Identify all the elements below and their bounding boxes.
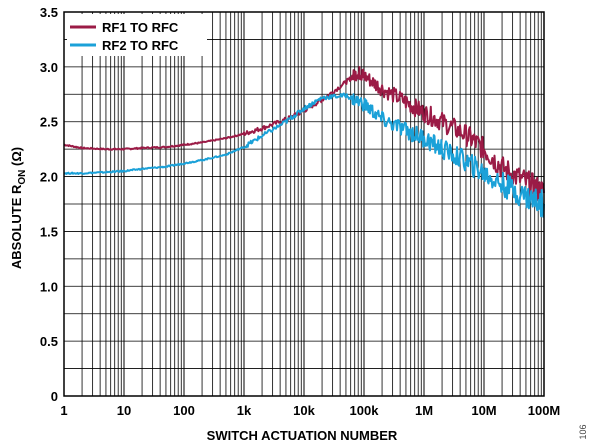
- series-line-2: [63, 92, 545, 218]
- y-tick-label: 2.0: [40, 170, 58, 185]
- y-tick-labels: 0 0.5 1.0 1.5 2.0 2.5 3.0 3.5: [40, 5, 58, 404]
- x-axis-label: SWITCH ACTUATION NUMBER: [207, 428, 398, 443]
- y-tick-label: 3.0: [40, 60, 58, 75]
- legend-label: RF2 TO RFC: [102, 38, 179, 53]
- y-tick-label: 0.5: [40, 334, 58, 349]
- y-axis-label-unit: (Ω): [9, 147, 24, 170]
- series-layer: [63, 66, 545, 218]
- y-axis-label-main: ABSOLUTE R: [9, 184, 24, 269]
- legend: RF1 TO RFC RF2 TO RFC: [70, 20, 179, 53]
- x-tick-label: 100: [173, 403, 195, 418]
- y-axis-label: ABSOLUTE RON (Ω): [9, 147, 28, 269]
- y-tick-label: 3.5: [40, 5, 58, 20]
- x-tick-label: 10M: [471, 403, 496, 418]
- x-tick-labels: 1 10 100 1k 10k 100k 1M 10M 100M: [60, 403, 560, 418]
- y-tick-label: 0: [51, 389, 58, 404]
- x-tick-label: 1k: [237, 403, 252, 418]
- y-axis-label-subscript: ON: [17, 170, 28, 185]
- y-tick-label: 1.5: [40, 224, 58, 239]
- x-tick-label: 1: [60, 403, 67, 418]
- x-tick-label: 10k: [293, 403, 315, 418]
- x-tick-label: 1M: [415, 403, 433, 418]
- x-tick-label: 100M: [528, 403, 561, 418]
- legend-label: RF1 TO RFC: [102, 20, 179, 35]
- plot-frame: [63, 11, 545, 397]
- x-tick-label: 10: [117, 403, 131, 418]
- legend-background: [67, 14, 207, 56]
- y-tick-label: 2.5: [40, 115, 58, 130]
- y-tick-label: 1.0: [40, 279, 58, 294]
- x-tick-label: 100k: [350, 403, 380, 418]
- figure-id: 106: [578, 424, 588, 439]
